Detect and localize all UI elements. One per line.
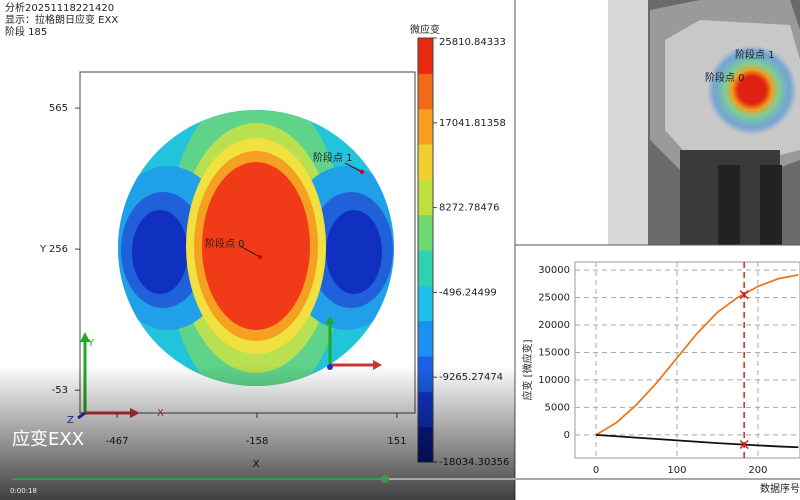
colorbar-title: 微应变 <box>410 23 440 36</box>
plot-area <box>575 262 800 458</box>
x-tick-label: 100 <box>667 465 686 476</box>
line-chart: 数据序号 应变 [微应变] 0 5000 10000 15000 20000 25000 3… <box>521 261 800 495</box>
contour-panel: 阶段点 1 阶段点 0 Y X 微应变 X Y Z 分析202511182214… <box>5 1 509 470</box>
y-axis-label: Y <box>39 244 47 255</box>
y-tick-label: 15000 <box>538 347 570 358</box>
colorbar-band <box>418 320 433 357</box>
point-label: 阶段点 0 <box>205 237 245 250</box>
header-line: 显示：拉格朗日应变 EXX <box>5 13 118 26</box>
camera-view <box>608 0 800 245</box>
triad-label: Y <box>87 338 95 349</box>
cursor-marker <box>739 290 749 300</box>
video-time: 0:00:18 <box>10 487 37 495</box>
point-leader <box>239 245 261 258</box>
contour-map <box>118 110 394 386</box>
colorbar-band <box>418 179 433 216</box>
colorbar-tick-label: 25810.84333 <box>439 37 506 48</box>
y-tick-label: 20000 <box>538 320 570 331</box>
colorbar-band <box>418 38 433 74</box>
header-line: 阶段 185 <box>5 25 47 38</box>
colorbar-tick-label: 8272.78476 <box>439 203 499 214</box>
colorbar-band <box>418 250 433 286</box>
series-line <box>595 274 799 436</box>
video-overlay <box>0 365 515 500</box>
header-line: 分析20251118221420 <box>5 1 114 14</box>
y-tick-label: 10000 <box>538 375 570 386</box>
colorbar-tick-label: -496.24499 <box>439 287 497 298</box>
y-tick-label: 0 <box>564 430 570 441</box>
progress-knob[interactable] <box>381 475 389 483</box>
point-leader <box>344 162 363 173</box>
x-tick-label: 200 <box>748 465 767 476</box>
y-tick-label: 565 <box>49 103 68 114</box>
cursor-marker <box>739 439 749 450</box>
colorbar-band <box>418 108 433 145</box>
x-axis-title: 数据序号 <box>760 482 800 495</box>
colorbar-tick-label: 17041.81358 <box>439 118 506 129</box>
colorbar-band <box>418 73 433 110</box>
y-tick-label: 25000 <box>538 292 570 303</box>
y-axis-title: 应变 [微应变] <box>521 339 534 400</box>
point-marker <box>360 170 364 174</box>
y-tick-label: 256 <box>49 244 68 255</box>
y-tick-label: 5000 <box>545 402 570 413</box>
point-label: 阶段点 0 <box>705 71 745 84</box>
colorbar-band <box>418 214 433 251</box>
chart-frame <box>574 261 800 459</box>
colorbar-band <box>418 285 433 322</box>
y-tick-label: 30000 <box>538 265 570 276</box>
colorbar-band <box>418 144 433 180</box>
video-caption: 应变EXX <box>12 429 84 450</box>
point-label: 阶段点 1 <box>735 48 775 61</box>
point-label: 阶段点 1 <box>313 151 353 164</box>
point-marker <box>258 255 262 259</box>
x-tick-label: 0 <box>593 465 599 476</box>
series-line <box>595 434 799 449</box>
